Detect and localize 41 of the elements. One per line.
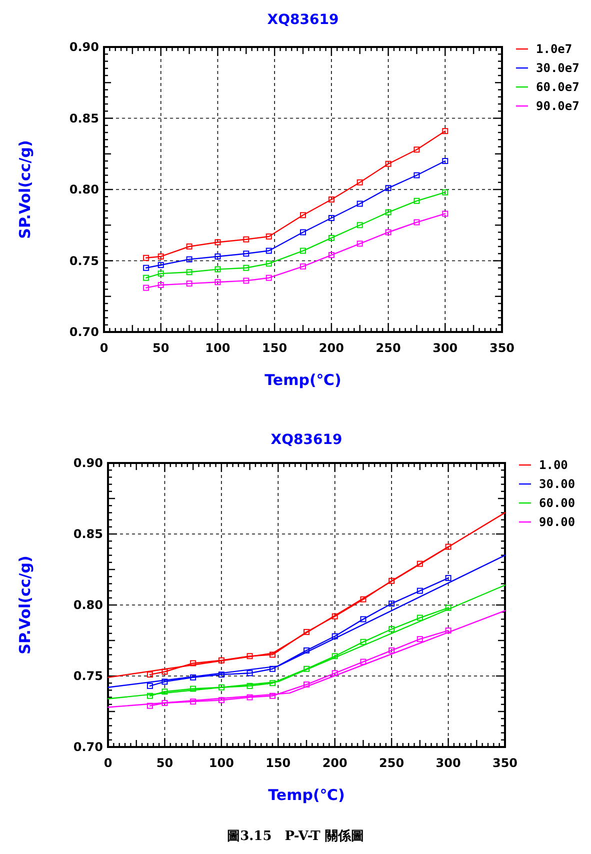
x-tick-label: 150 bbox=[262, 341, 288, 355]
x-tick-label: 200 bbox=[318, 341, 344, 355]
y-axis-title: SP.Vol(cc/g) bbox=[16, 140, 34, 239]
x-tick-label: 300 bbox=[432, 341, 458, 355]
legend-label: 30.0e7 bbox=[536, 61, 580, 75]
legend-label: 60.0e7 bbox=[536, 80, 580, 94]
x-tick-label: 200 bbox=[322, 756, 348, 770]
x-tick-label: 250 bbox=[379, 756, 404, 770]
x-tick-label: 300 bbox=[436, 756, 461, 770]
y-tick-label: 0.70 bbox=[69, 325, 99, 339]
legend-label: 60.00 bbox=[539, 496, 576, 510]
y-axis-title: SP.Vol(cc/g) bbox=[16, 556, 34, 654]
y-tick-label: 0.75 bbox=[69, 254, 99, 268]
legend-label: 90.00 bbox=[539, 515, 576, 529]
x-tick-label: 100 bbox=[205, 341, 230, 355]
y-tick-label: 0.75 bbox=[73, 669, 103, 683]
y-tick-label: 0.80 bbox=[69, 182, 99, 196]
y-tick-label: 0.85 bbox=[73, 527, 103, 541]
caption: 圖3.15 P-V-T 關係圖 bbox=[227, 829, 364, 844]
x-tick-label: 100 bbox=[208, 756, 234, 770]
x-tick-label: 0 bbox=[100, 341, 108, 355]
y-tick-label: 0.85 bbox=[69, 111, 99, 126]
x-tick-label: 350 bbox=[492, 756, 518, 770]
x-tick-label: 150 bbox=[266, 756, 291, 770]
y-tick-label: 0.90 bbox=[69, 40, 99, 54]
x-tick-label: 50 bbox=[156, 756, 174, 770]
x-axis-title: Temp(℃) bbox=[268, 786, 345, 804]
chart-title: XQ83619 bbox=[267, 12, 339, 28]
x-tick-label: 350 bbox=[489, 341, 515, 355]
legend-label: 90.0e7 bbox=[536, 99, 580, 113]
chart-title: XQ83619 bbox=[270, 432, 342, 448]
x-tick-label: 50 bbox=[152, 341, 170, 355]
legend-label: 1.0e7 bbox=[536, 42, 572, 56]
y-tick-label: 0.90 bbox=[73, 456, 103, 470]
legend-label: 30.00 bbox=[539, 477, 576, 491]
x-tick-label: 250 bbox=[376, 341, 401, 355]
y-tick-label: 0.80 bbox=[73, 598, 103, 612]
legend-label: 1.00 bbox=[539, 458, 568, 472]
y-tick-label: 0.70 bbox=[73, 740, 103, 754]
x-axis-title: Temp(℃) bbox=[264, 371, 342, 389]
x-tick-label: 0 bbox=[104, 756, 112, 770]
